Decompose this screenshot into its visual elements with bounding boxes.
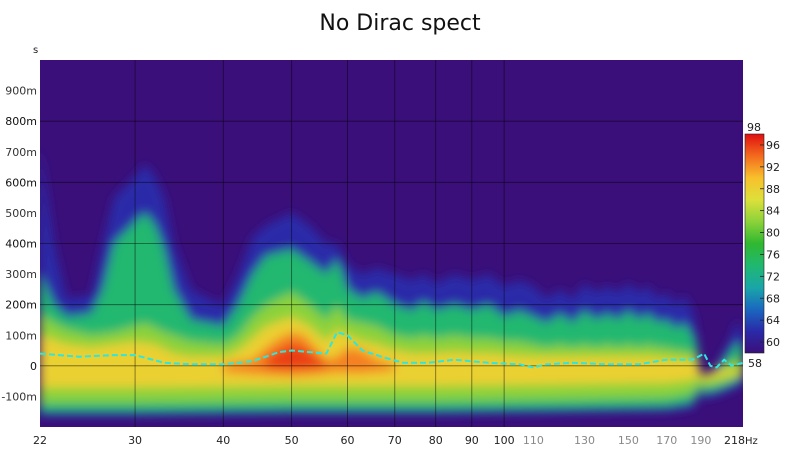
x-tick-label: 100: [494, 434, 515, 447]
chart-title: No Dirac spect: [319, 11, 481, 36]
peak-curve: [40, 331, 743, 369]
y-tick-label: 300m: [5, 268, 37, 281]
colorbar-min-label: 58: [748, 357, 762, 370]
x-tick-label: 60: [341, 434, 355, 447]
x-axis-ticks: 22 30 40 50 60 70 80 90 100 110 130 150 170 190 218: [33, 434, 745, 447]
heat-layer-88: [40, 316, 743, 388]
colorbar-gradient: [744, 133, 765, 354]
x-tick-label: 80: [429, 434, 443, 447]
x-tick-label: 150: [618, 434, 639, 447]
x-tick-label: 40: [216, 434, 230, 447]
colorbar-tick-label: 84: [766, 205, 780, 218]
y-tick-label: 200m: [5, 299, 37, 312]
x-tick-label: 170: [656, 434, 677, 447]
y-tick-label: 600m: [5, 176, 37, 189]
y-tick-label: 700m: [5, 146, 37, 159]
x-tick-label: 218: [724, 434, 745, 447]
colorbar-tick-label: 72: [766, 270, 780, 283]
y-tick-label: 500m: [5, 207, 37, 220]
x-tick-label: 22: [33, 434, 47, 447]
y-tick-label: 900m: [5, 85, 37, 98]
colorbar-tick-label: 60: [766, 336, 780, 349]
x-tick-label: 90: [465, 434, 479, 447]
colorbar-tick-label: 96: [766, 139, 780, 152]
x-axis-unit: Hz: [745, 436, 758, 447]
colorbar-tick-label: 68: [766, 292, 780, 305]
grid-lines: [40, 60, 743, 427]
x-tick-label: 70: [388, 434, 402, 447]
x-tick-label: 50: [285, 434, 299, 447]
colorbar-tick-label: 80: [766, 227, 780, 240]
x-tick-label: 130: [574, 434, 595, 447]
x-tick-label: 30: [128, 434, 142, 447]
x-tick-label: 190: [690, 434, 711, 447]
y-tick-label: -100m: [1, 390, 37, 403]
y-tick-label: 0: [30, 360, 37, 373]
y-axis-ticks: -100m 0 100m 200m 300m 400m 500m 600m 700m 800m 90…: [1, 85, 37, 404]
colorbar-tick-label: 64: [766, 314, 780, 327]
heat-blur-group: [40, 145, 743, 417]
y-tick-label: 100m: [5, 329, 37, 342]
plot-area: [40, 60, 743, 427]
y-tick-label: 800m: [5, 115, 37, 128]
y-axis-unit: s: [33, 45, 38, 56]
colorbar-tick-label: 88: [766, 183, 780, 196]
heat-layer-96: [266, 344, 327, 369]
x-tick-label: 110: [523, 434, 544, 447]
heat-layers: [40, 145, 743, 417]
colorbar-tick-label: 92: [766, 161, 780, 174]
colorbar-tick-label: 76: [766, 248, 780, 261]
y-tick-label: 400m: [5, 238, 37, 251]
colorbar: 98 58 60 64 68 72 76 80 84 88 92 96: [744, 121, 780, 370]
colorbar-max-label: 98: [747, 121, 761, 134]
colorbar-ticks: 60 64 68 72 76 80 84 88 92 96: [760, 139, 780, 349]
